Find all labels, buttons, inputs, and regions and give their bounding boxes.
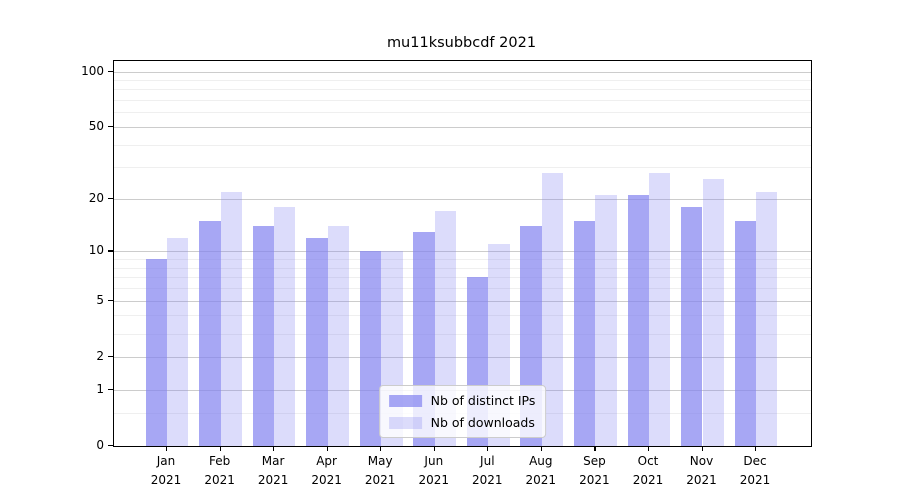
y-axis-tick xyxy=(108,388,113,390)
y-axis-tick-label: 10 xyxy=(88,243,104,258)
y-axis-tick-label: 0 xyxy=(96,438,104,452)
gridline-minor xyxy=(114,100,811,102)
bar-distinct-ips-sep xyxy=(574,221,596,446)
gridline-major xyxy=(114,126,811,128)
gridline-minor xyxy=(114,315,811,317)
gridline-major xyxy=(114,71,811,73)
x-axis-tick-label-dec: Dec 2021 xyxy=(739,454,771,487)
x-axis-tick xyxy=(755,446,757,451)
y-axis-tick xyxy=(108,445,113,447)
bar-downloads-dec xyxy=(756,191,778,446)
bar-downloads-sep xyxy=(595,195,617,446)
x-axis-tick-label-jan: Jan 2021 xyxy=(150,454,182,487)
y-axis-tick-label: 5 xyxy=(96,292,104,307)
bar-downloads-mar xyxy=(274,207,296,446)
y-axis-tick-label: 2 xyxy=(96,348,104,363)
x-axis-tick-label-aug: Aug 2021 xyxy=(525,454,557,487)
x-axis-tick-label-apr: Apr 2021 xyxy=(311,454,342,487)
bar-distinct-ips-feb xyxy=(199,221,221,446)
y-axis-tick xyxy=(108,250,113,252)
x-axis-tick-label-nov: Nov 2021 xyxy=(686,454,717,487)
x-axis-tick xyxy=(326,446,328,451)
gridline-minor xyxy=(114,277,811,279)
x-axis-tick xyxy=(648,446,650,451)
gridline-minor xyxy=(114,112,811,114)
y-axis-tick xyxy=(108,70,113,72)
bar-distinct-ips-mar xyxy=(252,226,275,446)
bar-downloads-feb xyxy=(220,191,242,446)
bar-downloads-apr xyxy=(327,226,349,446)
bar-distinct-ips-jan xyxy=(145,259,167,446)
x-axis-tick xyxy=(540,446,542,451)
y-axis-tick-label: 50 xyxy=(88,118,104,133)
plot-area: Nb of distinct IPs Nb of downloads xyxy=(113,60,812,447)
gridline-minor xyxy=(114,144,811,146)
y-axis-tick-label: 100 xyxy=(81,63,104,78)
x-axis-tick xyxy=(273,446,275,451)
chart-title: mu11ksubbcdf 2021 xyxy=(386,35,537,51)
gridline-minor xyxy=(114,79,811,81)
gridline-major xyxy=(114,251,811,253)
legend-entry-distinct-ips: Nb of distinct IPs xyxy=(388,393,536,408)
bar-downloads-nov xyxy=(702,178,724,446)
legend-swatch-distinct-ips xyxy=(388,394,422,407)
y-axis-tick xyxy=(108,299,113,301)
x-axis-tick xyxy=(594,446,596,451)
x-axis-tick-label-may: May 2021 xyxy=(364,454,396,487)
bar-downloads-jan xyxy=(167,237,189,446)
y-axis-tick xyxy=(108,125,113,128)
y-axis-tick xyxy=(108,197,113,200)
x-axis-tick-label-oct: Oct 2021 xyxy=(632,454,664,487)
bar-distinct-ips-nov xyxy=(681,207,703,446)
bar-downloads-aug xyxy=(541,172,564,446)
legend-label-downloads: Nb of downloads xyxy=(430,415,535,430)
x-axis-tick-label-jul: Jul 2021 xyxy=(472,454,503,487)
gridline-minor xyxy=(114,267,811,269)
x-axis-tick-label-sep: Sep 2021 xyxy=(579,454,610,487)
x-axis-tick xyxy=(380,446,382,451)
gridline-minor xyxy=(114,167,811,169)
legend: Nb of distinct IPs Nb of downloads xyxy=(378,385,547,438)
x-axis-tick-label-mar: Mar 2021 xyxy=(257,454,289,487)
bar-downloads-oct xyxy=(649,172,671,446)
x-axis-tick-label-feb: Feb 2021 xyxy=(204,454,235,487)
x-axis-tick xyxy=(487,446,489,451)
y-axis-tick xyxy=(108,355,113,357)
y-axis-tick-label: 1 xyxy=(96,381,104,396)
gridline-major xyxy=(114,198,811,200)
bar-distinct-ips-dec xyxy=(734,221,756,446)
gridline-minor xyxy=(114,288,811,290)
bar-distinct-ips-may xyxy=(359,251,382,446)
x-axis-tick xyxy=(701,446,703,451)
y-axis-tick-label: 20 xyxy=(88,190,104,205)
x-axis-tick xyxy=(166,446,168,451)
legend-label-distinct-ips: Nb of distinct IPs xyxy=(430,393,536,408)
gridline-minor xyxy=(114,259,811,261)
gridline-minor xyxy=(114,89,811,91)
legend-swatch-downloads xyxy=(388,416,422,429)
x-axis-tick-label-jun: Jun 2021 xyxy=(418,454,450,487)
gridline-minor xyxy=(114,333,811,335)
gridline-major xyxy=(114,300,811,302)
bar-distinct-ips-oct xyxy=(627,195,649,446)
x-axis-tick xyxy=(219,446,221,451)
legend-entry-downloads: Nb of downloads xyxy=(388,415,536,430)
gridline-major xyxy=(114,356,811,358)
x-axis-tick xyxy=(433,446,435,451)
bar-distinct-ips-apr xyxy=(306,237,328,446)
